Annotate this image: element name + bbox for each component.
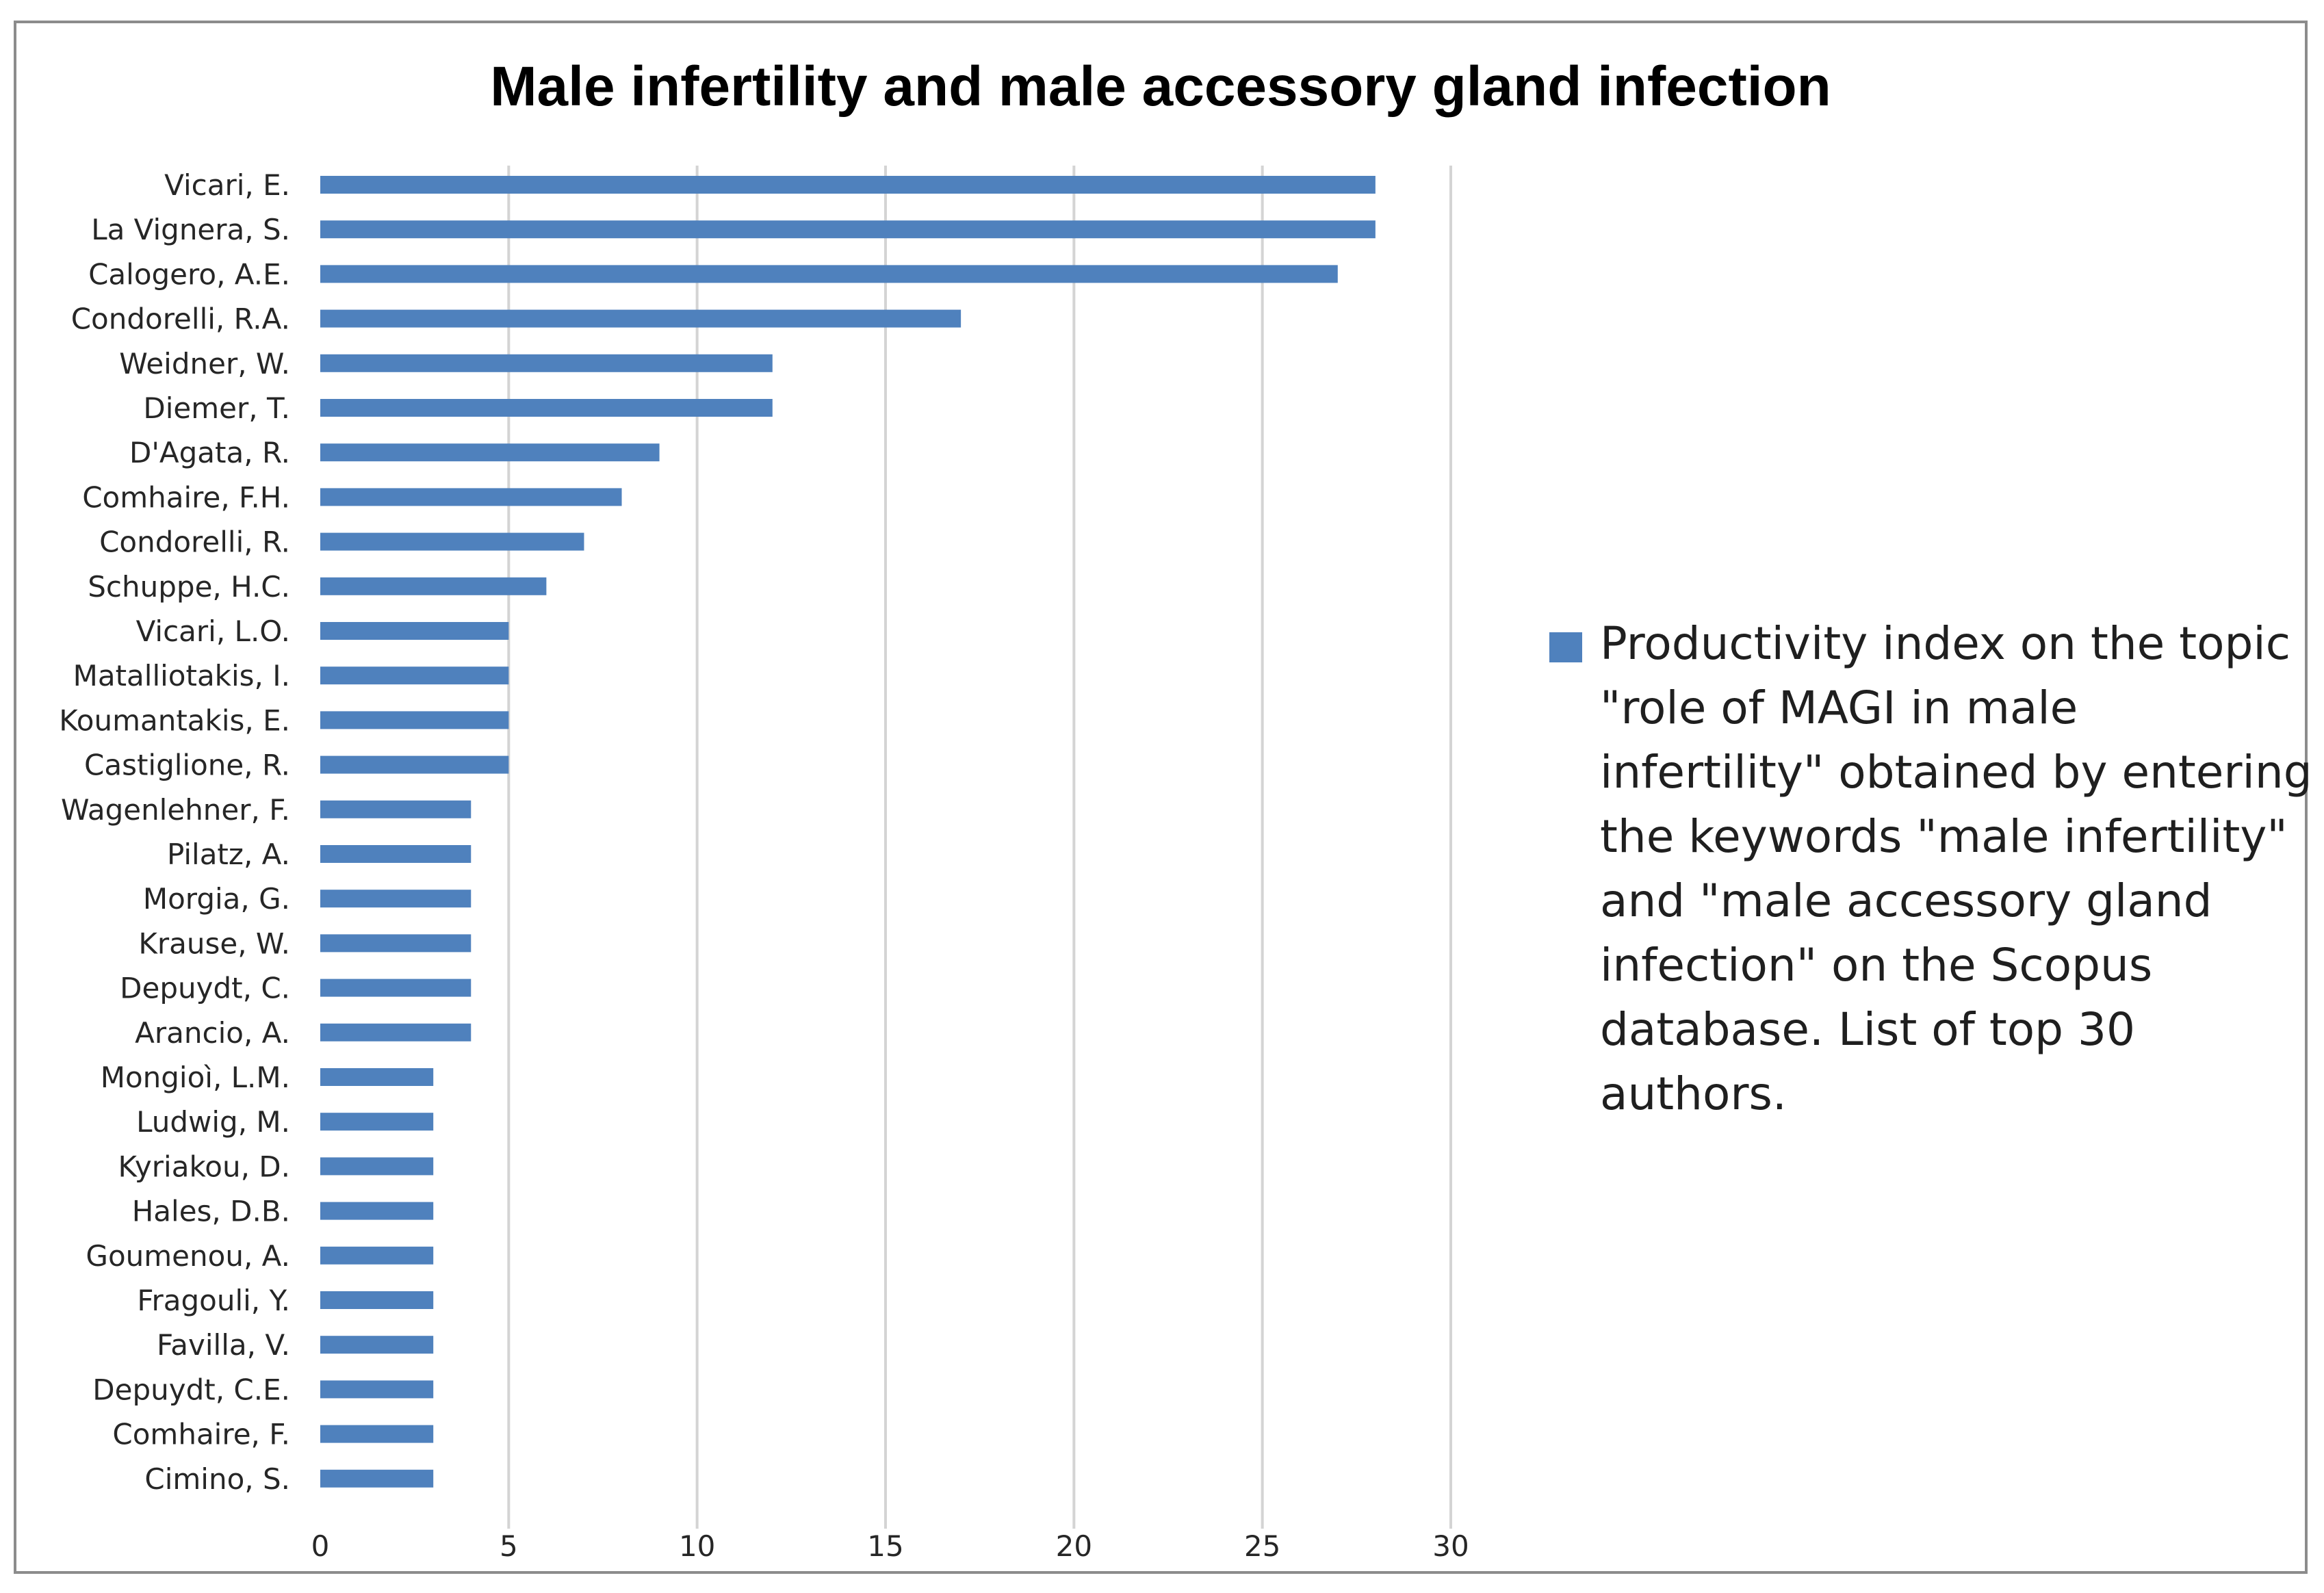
- category-label-14: Wagenlehner, F.: [61, 793, 290, 827]
- category-label-19: Arancio, A.: [135, 1016, 290, 1050]
- bar-22: [320, 1157, 434, 1176]
- bar-26: [320, 1336, 434, 1354]
- category-label-11: Matalliotakis, I.: [73, 659, 290, 692]
- bar-2: [320, 265, 1338, 283]
- bar-29: [320, 1469, 434, 1488]
- category-label-16: Morgia, G.: [143, 882, 290, 916]
- category-label-8: Condorelli, R.: [99, 526, 290, 559]
- category-label-4: Weidner, W.: [119, 347, 290, 380]
- legend-swatch: [1549, 632, 1582, 662]
- category-label-5: Diemer, T.: [143, 391, 290, 425]
- category-label-17: Krause, W.: [138, 927, 290, 960]
- bar-24: [320, 1246, 434, 1265]
- category-label-21: Ludwig, M.: [136, 1105, 290, 1139]
- x-tick-label-10: 10: [679, 1529, 715, 1563]
- bar-15: [320, 845, 472, 863]
- bar-23: [320, 1202, 434, 1220]
- x-axis-tick-labels: 0 5 10 15 20 25 30: [311, 1529, 1469, 1563]
- category-labels: Vicari, E. La Vignera, S. Calogero, A.E. Co…: [59, 168, 290, 1496]
- bar-25: [320, 1291, 434, 1309]
- bar-8: [320, 532, 584, 551]
- category-label-15: Pilatz, A.: [167, 838, 290, 871]
- category-label-29: Cimino, S.: [144, 1462, 290, 1496]
- bars: [320, 176, 1376, 1488]
- bar-chart: Male infertility and male accessory glan…: [59, 55, 1831, 1563]
- bar-18: [320, 979, 472, 997]
- category-label-28: Comhaire, F.: [112, 1418, 290, 1451]
- bar-6: [320, 443, 660, 462]
- bar-28: [320, 1425, 434, 1443]
- category-label-2: Calogero, A.E.: [88, 257, 290, 291]
- category-label-10: Vicari, L.O.: [136, 614, 290, 648]
- category-label-24: Goumenou, A.: [86, 1239, 290, 1273]
- x-tick-label-15: 15: [867, 1529, 903, 1563]
- category-label-18: Depuydt, C.: [120, 972, 290, 1005]
- bar-13: [320, 755, 509, 774]
- x-tick-label-0: 0: [311, 1529, 330, 1563]
- bar-9: [320, 577, 547, 595]
- category-label-0: Vicari, E.: [164, 168, 290, 202]
- category-label-13: Castiglione, R.: [84, 749, 290, 782]
- chart-frame: Male infertility and male accessory glan…: [14, 21, 2312, 1574]
- category-label-20: Mongioì, L.M.: [101, 1061, 290, 1094]
- bar-1: [320, 220, 1376, 239]
- x-tick-label-20: 20: [1056, 1529, 1092, 1563]
- category-label-25: Fragouli, Y.: [137, 1284, 290, 1317]
- bar-5: [320, 399, 773, 417]
- bar-17: [320, 934, 472, 953]
- category-label-27: Depuydt, C.E.: [92, 1373, 290, 1406]
- legend-label: Productivity index on the topic "role of…: [1600, 617, 2312, 1120]
- bar-19: [320, 1023, 472, 1041]
- chart-title: Male infertility and male accessory glan…: [490, 55, 1831, 118]
- bar-27: [320, 1380, 434, 1399]
- category-label-7: Comhaire, F.H.: [82, 480, 290, 514]
- bar-0: [320, 176, 1376, 194]
- category-label-26: Favilla, V.: [157, 1328, 290, 1362]
- category-label-23: Hales, D.B.: [132, 1195, 290, 1228]
- category-label-3: Condorelli, R.A.: [71, 302, 290, 336]
- category-label-6: D'Agata, R.: [129, 436, 290, 469]
- x-tick-label-5: 5: [500, 1529, 518, 1563]
- x-tick-label-25: 25: [1244, 1529, 1280, 1563]
- bar-7: [320, 488, 622, 506]
- bar-16: [320, 890, 472, 908]
- category-label-1: La Vignera, S.: [91, 213, 290, 246]
- bar-20: [320, 1068, 434, 1086]
- bar-4: [320, 354, 773, 372]
- category-label-9: Schuppe, H.C.: [88, 570, 290, 604]
- bar-21: [320, 1113, 434, 1131]
- category-label-22: Kyriakou, D.: [118, 1150, 290, 1183]
- category-label-12: Koumantakis, E.: [59, 703, 290, 737]
- grid-lines: [507, 166, 1452, 1529]
- bar-11: [320, 666, 509, 685]
- bar-12: [320, 711, 509, 729]
- bar-3: [320, 309, 961, 328]
- bar-14: [320, 800, 472, 818]
- bar-10: [320, 622, 509, 640]
- x-tick-label-30: 30: [1432, 1529, 1469, 1563]
